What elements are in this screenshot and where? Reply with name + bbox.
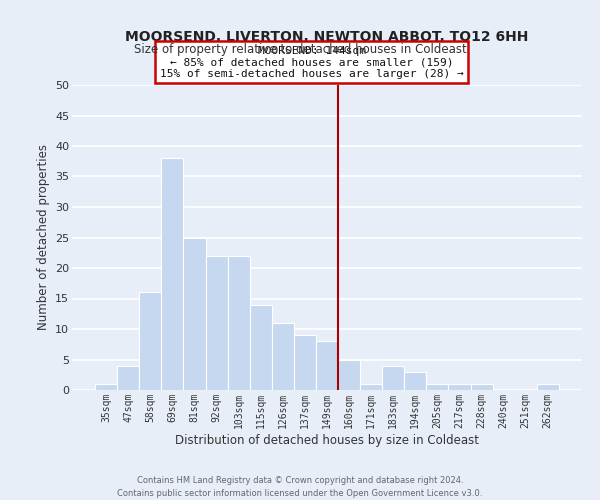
Bar [404,372,427,390]
Bar [117,366,139,390]
Text: Contains HM Land Registry data © Crown copyright and database right 2024.
Contai: Contains HM Land Registry data © Crown c… [118,476,482,498]
Title: MOORSEND, LIVERTON, NEWTON ABBOT, TQ12 6HH: MOORSEND, LIVERTON, NEWTON ABBOT, TQ12 6… [125,30,529,44]
Bar [448,384,470,390]
Text: MOORSEND: 144sqm
← 85% of detached houses are smaller (159)
15% of semi-detached: MOORSEND: 144sqm ← 85% of detached house… [160,46,464,79]
Bar [272,323,294,390]
Bar [95,384,117,390]
Bar [206,256,227,390]
Bar [316,341,338,390]
Bar [184,238,206,390]
X-axis label: Distribution of detached houses by size in Coldeast: Distribution of detached houses by size … [175,434,479,446]
Y-axis label: Number of detached properties: Number of detached properties [37,144,50,330]
Bar [139,292,161,390]
Bar [360,384,382,390]
Bar [161,158,184,390]
Bar [470,384,493,390]
Bar [338,360,360,390]
Bar [250,304,272,390]
Bar [227,256,250,390]
Text: Size of property relative to detached houses in Coldeast: Size of property relative to detached ho… [134,42,466,56]
Bar [294,335,316,390]
Bar [382,366,404,390]
Bar [537,384,559,390]
Bar [427,384,448,390]
